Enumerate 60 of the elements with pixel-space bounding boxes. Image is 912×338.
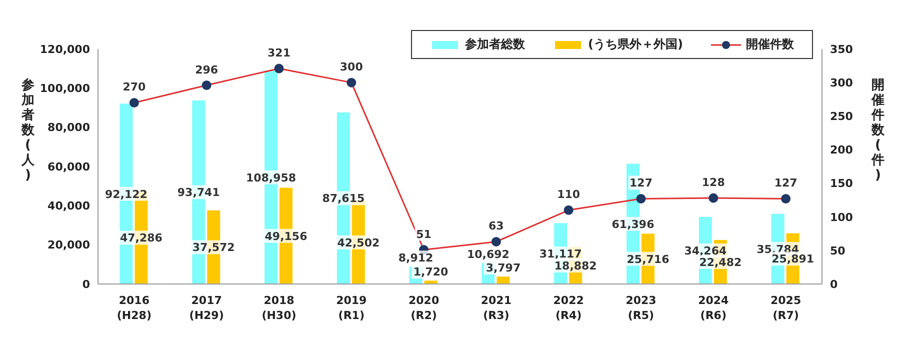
data-label: 270 <box>122 80 146 94</box>
data-label: 128 <box>702 176 725 190</box>
y2-tick-label: 0 <box>830 278 838 291</box>
data-label: 296 <box>195 63 218 76</box>
y2-tick-label: 350 <box>830 42 854 56</box>
y2-tick-label: 100 <box>830 210 854 224</box>
y-axis-title: 参加者数(人) <box>20 77 36 183</box>
y-tick-label: 120,000 <box>40 42 90 56</box>
data-label: 51 <box>416 228 432 241</box>
x-tick-label: 2022 (R4) <box>553 294 584 322</box>
data-label: 108,958 <box>246 171 296 184</box>
data-label: 92,122 <box>104 188 148 201</box>
x-tick-label: 2017 (H29) <box>189 294 224 322</box>
data-label: 321 <box>268 46 290 60</box>
y-tick-label: 80,000 <box>48 121 90 134</box>
y2-axis-title: 開催件数(件) <box>870 78 886 183</box>
data-label: 1,720 <box>413 266 449 279</box>
x-tick-label: 2019 (R1) <box>336 294 367 322</box>
legend-label: 開催件数 <box>746 36 794 53</box>
y2-tick-label: 250 <box>830 110 854 124</box>
y2-tick-label: 200 <box>830 144 854 157</box>
data-label: 8,912 <box>398 252 434 265</box>
y2-tick-label: 150 <box>830 177 854 190</box>
data-label: 127 <box>774 176 798 190</box>
data-label: 61,396 <box>612 218 655 231</box>
data-label: 25,891 <box>772 252 814 266</box>
y-tick-label: 0 <box>82 278 90 291</box>
y-tick-label: 60,000 <box>48 160 90 174</box>
data-label: 87,615 <box>322 192 365 206</box>
data-label: 3,797 <box>486 262 521 275</box>
y-tick-label: 100,000 <box>40 82 90 96</box>
x-tick-label: 2020 (R2) <box>408 294 440 322</box>
data-label: 22,482 <box>699 256 742 269</box>
legend-label: (うち県外＋外国) <box>588 36 683 53</box>
data-label: 47,286 <box>120 232 163 245</box>
legend-label: 参加者総数 <box>465 36 526 53</box>
x-tick-label: 2016 (H28) <box>116 294 152 322</box>
y-tick-label: 20,000 <box>48 238 90 252</box>
data-label: 300 <box>340 60 364 74</box>
data-label: 18,882 <box>554 260 597 273</box>
data-label: 110 <box>557 188 580 202</box>
data-label: 25,716 <box>626 252 670 266</box>
data-label: 127 <box>630 176 652 190</box>
x-tick-label: 2023 (R5) <box>626 294 656 322</box>
data-label: 34,264 <box>684 244 727 258</box>
x-tick-label: 2018 (H30) <box>262 294 296 322</box>
data-label: 10,692 <box>466 248 510 262</box>
data-label: 63 <box>488 220 504 233</box>
data-label: 37,572 <box>192 241 235 254</box>
y2-tick-label: 50 <box>830 244 846 258</box>
x-tick-label: 2021 (R3) <box>480 294 512 322</box>
y2-tick-label: 300 <box>830 76 854 90</box>
data-label: 31,117 <box>539 248 582 261</box>
data-label: 49,156 <box>264 230 308 243</box>
data-label: 35,784 <box>756 242 800 256</box>
data-label: 42,502 <box>337 236 380 250</box>
x-tick-label: 2025 (R7) <box>770 294 802 322</box>
x-tick-label: 2024 (R6) <box>698 294 730 322</box>
data-label: 93,741 <box>177 186 220 200</box>
y-tick-label: 40,000 <box>48 200 90 213</box>
